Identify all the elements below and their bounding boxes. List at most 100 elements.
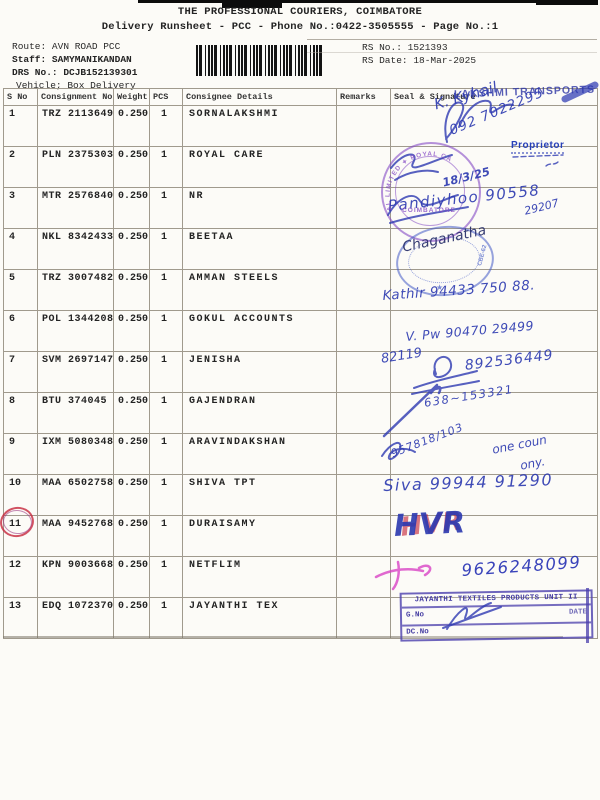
consignee: ARAVINDAKSHAN xyxy=(182,433,337,475)
remarks xyxy=(336,433,391,475)
remarks xyxy=(336,351,391,393)
staff-value: SAMYMANIKANDAN xyxy=(51,54,132,65)
route-line: Route: AVN ROAD PCC xyxy=(12,41,120,52)
vehicle-value: Box Delivery xyxy=(67,80,136,91)
consignee: GAJENDRAN xyxy=(182,392,337,434)
pcs: 1 xyxy=(149,269,183,311)
table-row: 5 TRZ 30074828 0.250 1 AMMAN STEELS xyxy=(3,269,598,311)
table-row: 6 POL 1344208 0.250 1 GOKUL ACCOUNTS xyxy=(3,310,598,352)
table-row: 2 PLN 2375303 0.250 1 ROYAL CARE xyxy=(3,146,598,188)
consignee: AMMAN STEELS xyxy=(182,269,337,311)
consignment-no: KPN 90036684 xyxy=(37,556,114,598)
consignee: GOKUL ACCOUNTS xyxy=(182,310,337,352)
col-consignment-no: Consignment No xyxy=(37,88,114,106)
jayanthi-stamp-gno: G.No xyxy=(405,611,425,620)
remarks xyxy=(336,474,391,516)
consignee: BEETAA xyxy=(182,228,337,270)
consignee: NETFLIM xyxy=(182,556,337,598)
s-no: 9 xyxy=(3,433,38,475)
remarks xyxy=(336,310,391,352)
weight: 0.250 xyxy=(113,392,150,434)
consignment-no: NKL 8342433 xyxy=(37,228,114,270)
staff-line: Staff: SAMYMANIKANDAN xyxy=(12,54,132,65)
rs-date-label: RS Date: xyxy=(362,55,408,66)
remarks xyxy=(336,228,391,270)
s-no: 2 xyxy=(3,146,38,188)
row11-initials: HVR xyxy=(393,505,467,544)
pcs: 1 xyxy=(149,310,183,352)
consignment-no: EDQ 10723701 xyxy=(37,597,114,639)
pcs: 1 xyxy=(149,187,183,229)
seal-cell xyxy=(390,474,598,516)
seal-cell xyxy=(390,433,598,475)
consignment-no: POL 1344208 xyxy=(37,310,114,352)
s-no: 7 xyxy=(3,351,38,393)
weight: 0.250 xyxy=(113,351,150,393)
rs-divider-line xyxy=(307,52,597,53)
consignment-no: TRZ 21136499 xyxy=(37,105,114,147)
consignment-no: SVM 2697147 xyxy=(37,351,114,393)
consignment-no: MTR 2576840 xyxy=(37,187,114,229)
rs-no-value: 1521393 xyxy=(407,42,448,53)
weight: 0.250 xyxy=(113,515,150,557)
jayanthi-stamp-date: DATE xyxy=(568,608,588,617)
consignment-no: TRZ 30074828 xyxy=(37,269,114,311)
pcs: 1 xyxy=(149,105,183,147)
runsheet-table: S No Consignment No Weight PCS Consignee… xyxy=(3,88,598,639)
route-label: Route: xyxy=(12,41,47,52)
seal-cell xyxy=(390,515,598,557)
pcs: 1 xyxy=(149,146,183,188)
remarks xyxy=(336,515,391,557)
jayanthi-stamp: JAYANTHI TEXTILES PRODUCTS UNIT II G.No … xyxy=(399,589,594,642)
pcs: 1 xyxy=(149,392,183,434)
consignment-no: PLN 2375303 xyxy=(37,146,114,188)
rs-date-value: 18-Mar-2025 xyxy=(413,55,477,66)
pcs: 1 xyxy=(149,556,183,598)
remarks xyxy=(336,556,391,598)
weight: 0.250 xyxy=(113,556,150,598)
s-no: 4 xyxy=(3,228,38,270)
weight: 0.250 xyxy=(113,187,150,229)
rs-no-label: RS No.: xyxy=(362,42,402,53)
pcs: 1 xyxy=(149,228,183,270)
col-consignee-details: Consignee Details xyxy=(182,88,337,106)
proprietor-stamp: Proprietor xyxy=(511,140,565,154)
consignment-no: MAA 945276806 xyxy=(37,515,114,557)
consignee: NR xyxy=(182,187,337,229)
scan-smudge-line xyxy=(3,636,563,638)
seal-cell xyxy=(390,269,598,311)
weight: 0.250 xyxy=(113,310,150,352)
s-no: 12 xyxy=(3,556,38,598)
consignee: DURAISAMY xyxy=(182,515,337,557)
table-row: 4 NKL 8342433 0.250 1 BEETAA xyxy=(3,228,598,270)
pcs: 1 xyxy=(149,351,183,393)
col-remarks: Remarks xyxy=(336,88,391,106)
document-subtitle: Delivery Runsheet - PCC - Phone No.:0422… xyxy=(101,21,499,33)
barcode xyxy=(196,45,322,76)
consignment-no: MAA 650275838 xyxy=(37,474,114,516)
weight: 0.250 xyxy=(113,228,150,270)
remarks xyxy=(336,392,391,434)
s-no: 13 xyxy=(3,597,38,639)
s-no: 6 xyxy=(3,310,38,352)
pcs: 1 xyxy=(149,433,183,475)
document-title: THE PROFESSIONAL COURIERS, COIMBATORE xyxy=(177,6,423,18)
pcs: 1 xyxy=(149,597,183,639)
weight: 0.250 xyxy=(113,146,150,188)
table-row: 3 MTR 2576840 0.250 1 NR xyxy=(3,187,598,229)
s-no: 3 xyxy=(3,187,38,229)
consignee: ROYAL CARE xyxy=(182,146,337,188)
rs-divider-line xyxy=(307,39,597,40)
weight: 0.250 xyxy=(113,433,150,475)
pcs: 1 xyxy=(149,474,183,516)
rs-date-line: RS Date: 18-Mar-2025 xyxy=(362,55,476,66)
drs-value: DCJB152139301 xyxy=(63,67,138,78)
consignee: JAYANTHI TEX xyxy=(182,597,337,639)
staff-label: Staff: xyxy=(12,54,47,65)
consignee: SHIVA TPT xyxy=(182,474,337,516)
col-weight: Weight xyxy=(113,88,150,106)
jayanthi-stamp-edge xyxy=(586,588,589,643)
consignment-no: IXM 508034825 xyxy=(37,433,114,475)
